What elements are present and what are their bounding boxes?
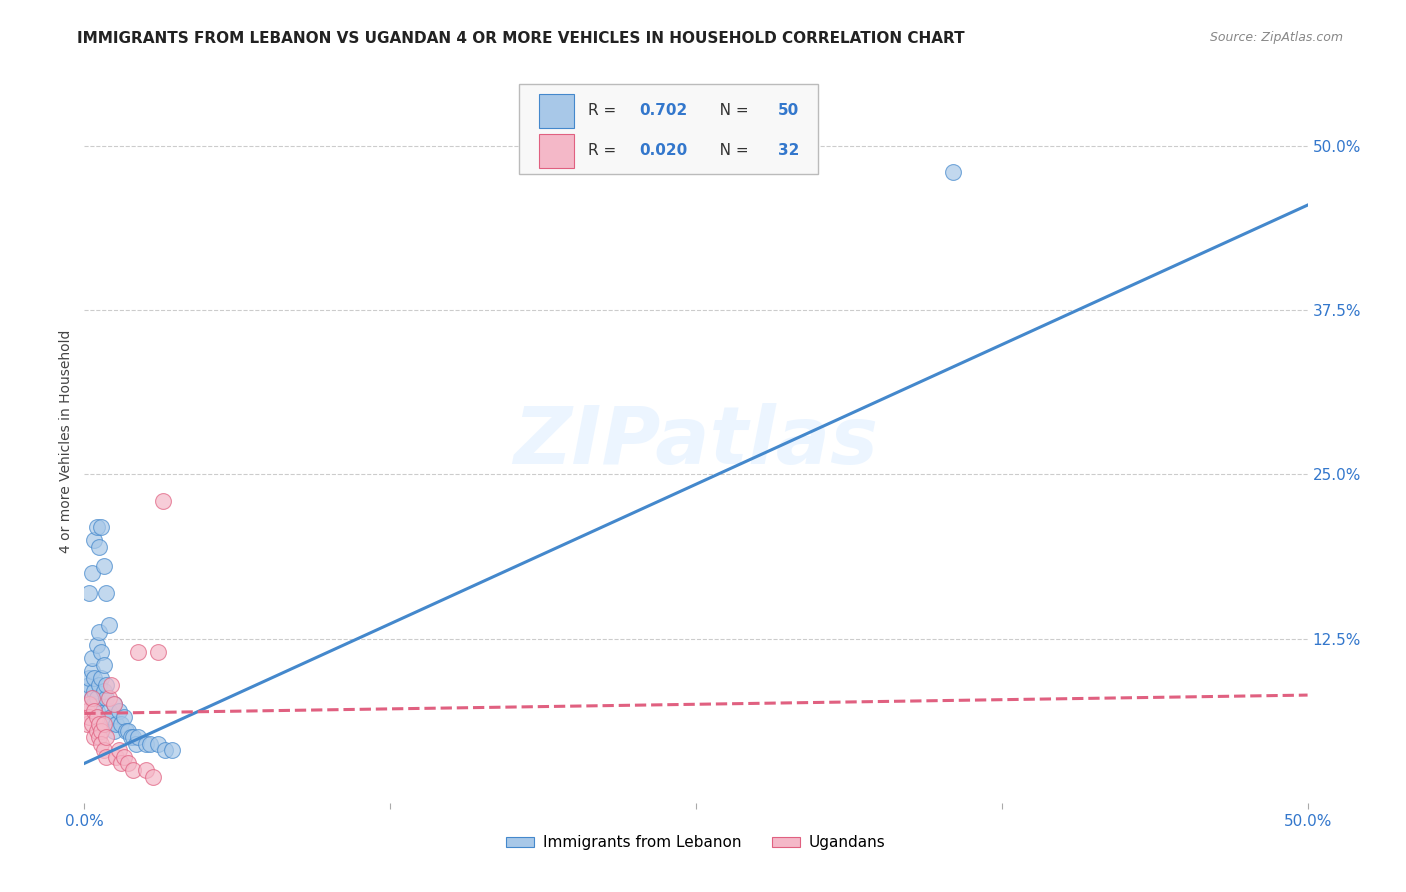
Ugandans	[83, 730, 105, 744]
Ugandans	[93, 717, 115, 731]
Ugandans	[77, 710, 100, 724]
Ugandans	[80, 717, 103, 731]
Immigrants from Lebanon	[87, 625, 110, 640]
Immigrants from Lebanon	[80, 690, 103, 705]
Ugandans	[97, 690, 120, 705]
Immigrants from Lebanon	[139, 737, 162, 751]
Immigrants from Lebanon	[80, 651, 103, 665]
Immigrants from Lebanon	[112, 710, 135, 724]
Immigrants from Lebanon	[86, 690, 108, 705]
Ugandans	[90, 723, 112, 738]
Immigrants from Lebanon	[90, 671, 112, 685]
Text: ZIPatlas: ZIPatlas	[513, 402, 879, 481]
Immigrants from Lebanon	[90, 645, 112, 659]
Ugandans	[103, 698, 125, 712]
Immigrants from Lebanon	[76, 684, 98, 698]
Ugandans	[93, 743, 115, 757]
Immigrants from Lebanon	[97, 704, 120, 718]
Immigrants from Lebanon	[942, 165, 965, 179]
Immigrants from Lebanon	[83, 533, 105, 547]
Text: N =: N =	[704, 144, 754, 159]
Immigrants from Lebanon	[93, 657, 115, 672]
Ugandans	[100, 677, 122, 691]
Ugandans	[83, 704, 105, 718]
Ugandans	[76, 704, 98, 718]
Immigrants from Lebanon	[87, 677, 110, 691]
Immigrants from Lebanon	[93, 684, 115, 698]
Ugandans	[117, 756, 139, 771]
Immigrants from Lebanon	[135, 737, 157, 751]
Immigrants from Lebanon	[117, 723, 139, 738]
Ugandans	[107, 743, 129, 757]
Immigrants from Lebanon	[83, 698, 105, 712]
Immigrants from Lebanon	[86, 638, 108, 652]
Immigrants from Lebanon	[107, 704, 129, 718]
Immigrants from Lebanon	[97, 618, 120, 632]
Immigrants from Lebanon	[97, 717, 120, 731]
Ugandans	[112, 749, 135, 764]
Immigrants from Lebanon	[86, 704, 108, 718]
Immigrants from Lebanon	[162, 743, 184, 757]
Immigrants from Lebanon	[77, 677, 100, 691]
Ugandans	[105, 749, 128, 764]
Immigrants from Lebanon	[83, 684, 105, 698]
Immigrants from Lebanon	[77, 585, 100, 599]
Ugandans	[122, 763, 145, 777]
Immigrants from Lebanon	[96, 690, 118, 705]
Text: R =: R =	[588, 144, 621, 159]
Ugandans	[146, 645, 169, 659]
FancyBboxPatch shape	[519, 84, 818, 174]
Immigrants from Lebanon	[83, 671, 105, 685]
Text: IMMIGRANTS FROM LEBANON VS UGANDAN 4 OR MORE VEHICLES IN HOUSEHOLD CORRELATION C: IMMIGRANTS FROM LEBANON VS UGANDAN 4 OR …	[77, 31, 965, 46]
Ugandans	[152, 493, 174, 508]
Text: 50: 50	[778, 103, 799, 119]
Ugandans	[96, 749, 118, 764]
Text: 32: 32	[778, 144, 799, 159]
Immigrants from Lebanon	[127, 730, 149, 744]
Ugandans	[76, 717, 98, 731]
Ugandans	[77, 698, 100, 712]
Legend: Immigrants from Lebanon, Ugandans: Immigrants from Lebanon, Ugandans	[501, 830, 891, 856]
Immigrants from Lebanon	[103, 698, 125, 712]
Immigrants from Lebanon	[153, 743, 176, 757]
Immigrants from Lebanon	[115, 723, 138, 738]
Immigrants from Lebanon	[80, 665, 103, 679]
Immigrants from Lebanon	[80, 566, 103, 580]
Immigrants from Lebanon	[146, 737, 169, 751]
Ugandans	[87, 717, 110, 731]
Immigrants from Lebanon	[90, 520, 112, 534]
Immigrants from Lebanon	[103, 723, 125, 738]
Immigrants from Lebanon	[96, 585, 118, 599]
Text: 0.020: 0.020	[640, 144, 688, 159]
Immigrants from Lebanon	[110, 717, 132, 731]
Immigrants from Lebanon	[125, 737, 148, 751]
Immigrants from Lebanon	[93, 559, 115, 574]
Ugandans	[90, 737, 112, 751]
Ugandans	[86, 710, 108, 724]
FancyBboxPatch shape	[540, 94, 574, 128]
Immigrants from Lebanon	[86, 520, 108, 534]
Immigrants from Lebanon	[105, 717, 128, 731]
Y-axis label: 4 or more Vehicles in Household: 4 or more Vehicles in Household	[59, 330, 73, 553]
Text: R =: R =	[588, 103, 621, 119]
Text: Source: ZipAtlas.com: Source: ZipAtlas.com	[1209, 31, 1343, 45]
Immigrants from Lebanon	[100, 710, 122, 724]
Ugandans	[135, 763, 157, 777]
FancyBboxPatch shape	[540, 134, 574, 169]
Text: N =: N =	[704, 103, 754, 119]
Immigrants from Lebanon	[120, 730, 142, 744]
Ugandans	[86, 723, 108, 738]
Immigrants from Lebanon	[77, 671, 100, 685]
Text: 0.702: 0.702	[640, 103, 688, 119]
Immigrants from Lebanon	[122, 730, 145, 744]
Ugandans	[96, 730, 118, 744]
Ugandans	[87, 730, 110, 744]
Ugandans	[80, 690, 103, 705]
Immigrants from Lebanon	[96, 677, 118, 691]
Ugandans	[127, 645, 149, 659]
Ugandans	[142, 770, 165, 784]
Immigrants from Lebanon	[87, 540, 110, 554]
Ugandans	[110, 756, 132, 771]
